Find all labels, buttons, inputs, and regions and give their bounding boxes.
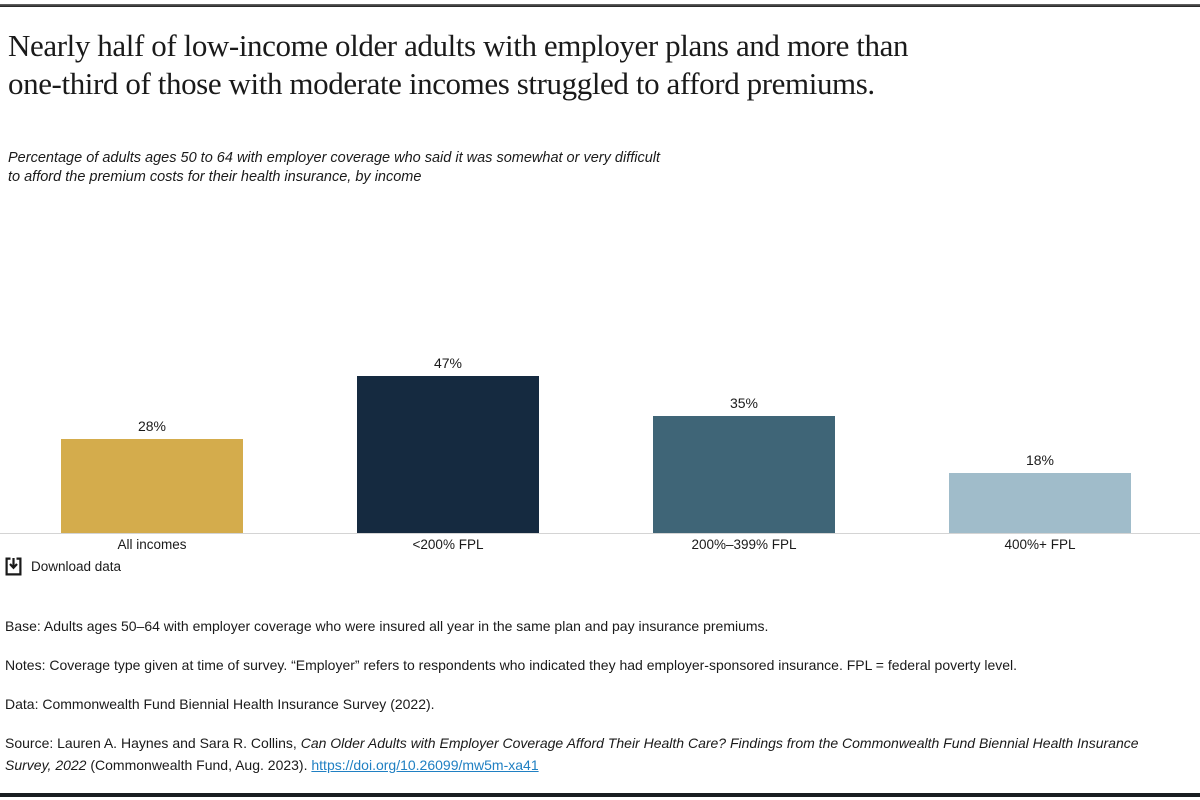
download-data-label: Download data	[31, 559, 122, 574]
download-data-button[interactable]: Download data	[5, 557, 121, 576]
data-note: Data: Commonwealth Fund Biennial Health …	[5, 696, 435, 712]
top-divider	[0, 4, 1200, 7]
doi-link[interactable]: https://doi.org/10.26099/mw5m-xa41	[311, 757, 539, 773]
bar-value-label: 18%	[1025, 452, 1055, 468]
source-prefix: Source: Lauren A. Haynes and Sara R. Col…	[5, 735, 301, 751]
bar	[61, 439, 243, 533]
source-note: Source: Lauren A. Haynes and Sara R. Col…	[5, 732, 1170, 776]
x-axis-line	[0, 533, 1200, 534]
chart-column: 35%	[596, 356, 892, 533]
source-citation: Can Older Adults with Employer Coverage …	[5, 735, 1139, 773]
bar	[949, 473, 1131, 533]
download-icon	[5, 557, 22, 576]
bar-category-label: <200% FPL	[412, 537, 484, 552]
bar-value-label: 35%	[729, 395, 759, 411]
chart-subtitle: Percentage of adults ages 50 to 64 with …	[8, 150, 661, 185]
chart-column: 18%	[892, 356, 1188, 533]
bar	[357, 376, 539, 533]
notes-note: Notes: Coverage type given at time of su…	[5, 657, 1018, 673]
source-suffix: (Commonwealth Fund, Aug. 2023).	[86, 757, 312, 773]
category-labels-row: All incomes <200% FPL 200%–399% FPL 400%+ F…	[4, 537, 1188, 553]
page-title: Nearly half of low-income older adults w…	[8, 28, 909, 101]
bar-chart: 28% 47% 35% 18% All incomes <200% FPL 200%–39…	[4, 356, 1188, 553]
bars-row: 28% 47% 35% 18%	[4, 356, 1188, 533]
bar-category-label: 400%+ FPL	[1004, 537, 1076, 552]
chart-column: 47%	[300, 356, 596, 533]
bar	[653, 416, 835, 533]
bottom-divider	[0, 793, 1200, 797]
chart-column: 28%	[4, 356, 300, 533]
bar-category-label: All incomes	[117, 537, 187, 552]
bar-category-label: 200%–399% FPL	[691, 537, 797, 552]
bar-value-label: 28%	[137, 418, 167, 434]
base-note: Base: Adults ages 50–64 with employer co…	[5, 618, 769, 634]
bar-value-label: 47%	[433, 355, 463, 371]
footnotes: Base: Adults ages 50–64 with employer co…	[5, 615, 1170, 793]
